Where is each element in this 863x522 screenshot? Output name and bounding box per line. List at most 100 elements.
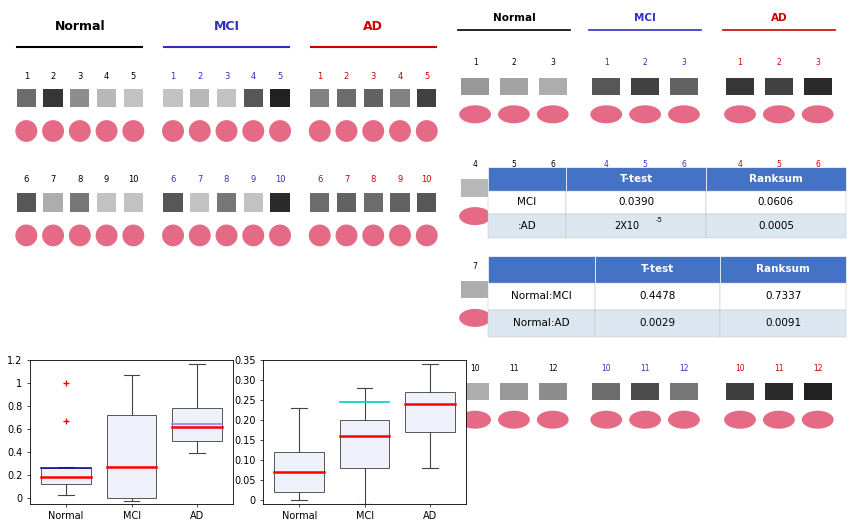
Text: 3: 3 [816,58,820,67]
Bar [566,167,706,191]
Bar [363,193,383,211]
Text: 1: 1 [317,72,323,81]
Bar [803,281,832,299]
Text: MCI: MCI [517,197,537,207]
Text: 6: 6 [170,174,176,184]
Ellipse shape [668,105,700,123]
Bar [595,256,721,283]
Ellipse shape [69,224,91,246]
Bar [417,89,437,107]
Text: 5: 5 [277,72,283,81]
Text: 4: 4 [738,160,742,169]
Text: 8: 8 [370,174,376,184]
Text: 11: 11 [640,363,650,373]
Ellipse shape [189,224,211,246]
Bar [726,281,754,299]
Text: 1: 1 [604,58,608,67]
Bar [631,78,659,95]
Ellipse shape [629,309,661,327]
Text: 5: 5 [512,160,516,169]
Text: 3: 3 [77,72,83,81]
Bar [488,283,595,310]
Text: Ranksum: Ranksum [749,174,803,184]
Bar [592,180,620,197]
Text: 7: 7 [738,262,742,271]
Bar [310,193,330,211]
Text: 11: 11 [509,363,519,373]
Ellipse shape [216,120,237,142]
Text: 7: 7 [343,174,350,184]
Text: 2: 2 [643,58,647,67]
Bar [488,214,566,238]
Bar [765,281,793,299]
Bar [390,193,410,211]
Bar [765,383,793,400]
Bar [163,193,183,211]
Ellipse shape [309,224,331,246]
Ellipse shape [668,309,700,327]
Ellipse shape [459,207,491,225]
Bar [706,214,846,238]
Bar [16,193,36,211]
Text: 8: 8 [512,262,516,271]
Ellipse shape [498,411,530,429]
Ellipse shape [629,207,661,225]
Bar [670,180,698,197]
Bar [631,383,659,400]
Bar [595,310,721,337]
Ellipse shape [16,224,37,246]
Text: 12: 12 [548,363,557,373]
Text: 10: 10 [602,363,611,373]
Text: 8: 8 [77,174,83,184]
Ellipse shape [724,207,756,225]
Text: 0.0005: 0.0005 [758,221,794,231]
Text: 1: 1 [738,58,742,67]
Ellipse shape [724,411,756,429]
Text: T-test: T-test [620,174,652,184]
Bar [803,78,832,95]
Text: 2: 2 [343,72,350,81]
Ellipse shape [590,411,622,429]
Bar [488,167,566,191]
Text: 2: 2 [777,58,781,67]
Text: 9: 9 [104,174,110,184]
Ellipse shape [362,120,384,142]
Ellipse shape [96,120,117,142]
Ellipse shape [629,105,661,123]
Text: 4: 4 [250,72,256,81]
Ellipse shape [802,105,834,123]
Bar [706,167,846,191]
Bar [726,180,754,197]
Bar [390,89,410,107]
Text: 9: 9 [250,174,256,184]
Text: 1: 1 [170,72,176,81]
Ellipse shape [537,105,569,123]
Ellipse shape [336,120,357,142]
Bar [765,180,793,197]
Ellipse shape [162,224,184,246]
Bar [803,180,832,197]
Text: 7: 7 [604,262,608,271]
Text: AD: AD [771,13,787,23]
Text: 9: 9 [816,262,820,271]
Text: :AD: :AD [518,221,537,231]
Ellipse shape [724,105,756,123]
Ellipse shape [416,120,438,142]
Ellipse shape [802,411,834,429]
Text: 2: 2 [50,72,56,81]
Ellipse shape [96,224,117,246]
Bar [417,193,437,211]
Text: 9: 9 [397,174,403,184]
Ellipse shape [498,207,530,225]
Ellipse shape [459,309,491,327]
Bar [243,193,263,211]
Ellipse shape [668,411,700,429]
Bar [500,78,528,95]
Text: 0.7337: 0.7337 [765,291,801,301]
Bar [488,256,595,283]
Bar [340,420,389,468]
Bar [539,180,567,197]
Bar [566,191,706,214]
Bar [270,193,290,211]
Text: 7: 7 [50,174,56,184]
